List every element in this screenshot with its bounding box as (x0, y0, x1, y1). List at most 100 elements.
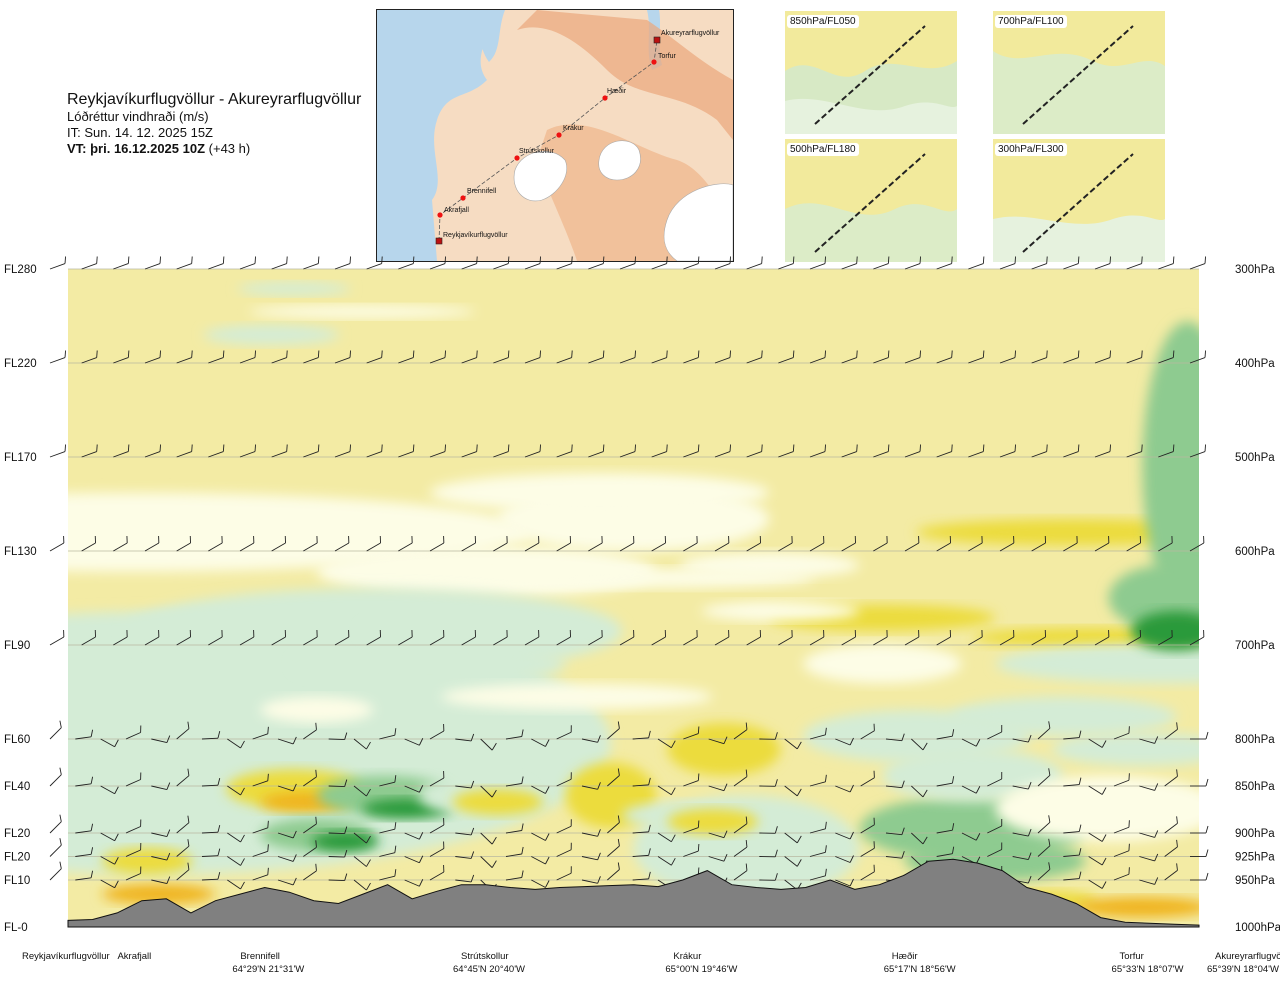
wind-barb (556, 350, 573, 364)
wind-barb (1063, 848, 1082, 857)
wind-barb (809, 350, 826, 364)
wind-barb (429, 444, 446, 458)
wind-barb (1094, 629, 1110, 646)
wind-barb (271, 535, 286, 552)
field-contour (68, 492, 532, 572)
wind-barb (778, 256, 795, 270)
wind-barb (778, 350, 795, 364)
wind-barb (1139, 830, 1159, 838)
wind-barb (125, 725, 142, 740)
wind-barb (1164, 769, 1178, 787)
wind-barb (733, 840, 748, 857)
wind-barb (303, 840, 317, 857)
wind-barb (968, 535, 983, 552)
wind-barb (607, 768, 620, 787)
wind-barb (81, 629, 96, 646)
wind-barb (1139, 877, 1159, 885)
wind-barb (461, 535, 476, 552)
flight-level-label: FL130 (4, 546, 37, 558)
wind-barb (683, 820, 700, 834)
wind-barb (1012, 781, 1032, 790)
mini-map-300-label: 300hPa/FL300 (995, 143, 1067, 156)
wind-barb (746, 444, 763, 458)
wind-barb (999, 629, 1015, 646)
wind-barb (100, 738, 119, 748)
location-name-label: Reykjavíkurflugvöllur (22, 951, 110, 962)
wind-barb (860, 864, 875, 881)
wind-barb (366, 350, 383, 364)
wind-barb (176, 815, 190, 834)
wind-barb (619, 629, 635, 646)
route-map[interactable]: Akureyrarflugvöllur Torfur Hæðir Krákur Strú… (376, 9, 734, 262)
wind-barb (714, 535, 730, 552)
wind-barb (379, 822, 397, 834)
wind-barb (651, 350, 668, 364)
wind-barb (1158, 629, 1173, 646)
mini-map-700[interactable]: 700hPa/FL100 (993, 11, 1165, 134)
location-coord-label: 65°39'N 18°04'W (1207, 964, 1279, 975)
wind-barb (1158, 444, 1175, 458)
wind-barb (1063, 871, 1082, 881)
wind-barb (353, 879, 371, 891)
wind-barb (303, 535, 318, 552)
wind-barb (493, 444, 510, 458)
wind-barb (968, 350, 985, 364)
wind-barb (461, 350, 478, 364)
wind-barb (936, 776, 955, 787)
wind-barb (429, 535, 445, 552)
wind-barb (176, 839, 190, 857)
mini-map-300-svg (993, 139, 1165, 262)
wind-barb (1031, 535, 1046, 552)
wind-barb (277, 877, 297, 886)
wind-barb (524, 629, 540, 646)
field-contour (101, 884, 216, 904)
wind-barb (277, 783, 297, 792)
wind-barb (588, 629, 603, 646)
flight-level-label: FL10 (4, 875, 30, 887)
mini-map-500[interactable]: 500hPa/FL180 (785, 139, 957, 262)
pressure-level-label: 800hPa (1235, 734, 1275, 746)
field-contour (1074, 897, 1199, 918)
pressure-level-label: 600hPa (1235, 546, 1275, 558)
wind-barb (379, 845, 397, 857)
wind-barb (999, 350, 1016, 364)
wind-barb (809, 774, 827, 787)
wind-barb (860, 817, 875, 834)
mini-map-500-label: 500hPa/FL180 (787, 143, 859, 156)
wind-barb (461, 444, 478, 458)
wind-barb (1031, 629, 1046, 646)
wind-barb (1126, 256, 1143, 270)
wind-barb (524, 535, 540, 552)
field-contour (429, 472, 770, 513)
wind-barb (683, 256, 700, 270)
wind-barb (455, 851, 475, 859)
location-coord-label: 65°33'N 18°07'W (1111, 964, 1184, 975)
map-waypoint-marker (514, 155, 520, 161)
wind-barb (49, 444, 66, 458)
wind-barb (809, 535, 825, 552)
pressure-level-label: 500hPa (1235, 452, 1275, 464)
wind-barb (404, 738, 424, 746)
location-coord-label: 65°00'N 19°46'W (665, 964, 738, 975)
cross-section-chart[interactable]: FL280 FL220 FL170 FL130 FL90 FL60 FL40 FL20 FL20… (0, 255, 1280, 945)
wind-barb (113, 535, 128, 552)
wind-barb (1063, 730, 1082, 740)
wind-barb (151, 735, 171, 744)
field-contour (1131, 611, 1199, 651)
wind-barb (277, 854, 297, 862)
wind-barb (176, 721, 190, 740)
flight-level-label: FL280 (4, 264, 37, 276)
wind-barb (1189, 535, 1205, 552)
field-contour (237, 282, 351, 296)
wind-barb (632, 824, 651, 834)
wind-barb (835, 831, 854, 840)
wind-barb (277, 736, 297, 745)
mini-map-300[interactable]: 300hPa/FL300 (993, 139, 1165, 262)
wind-barb (556, 866, 572, 881)
wind-barb (303, 863, 317, 881)
wind-barb (1063, 824, 1082, 834)
mini-map-850[interactable]: 850hPa/FL050 (785, 11, 957, 134)
location-coord-label: 65°17'N 18°56'W (883, 964, 956, 975)
wind-barb (1031, 256, 1048, 270)
map-waypoint-label: Torfur (658, 53, 677, 60)
